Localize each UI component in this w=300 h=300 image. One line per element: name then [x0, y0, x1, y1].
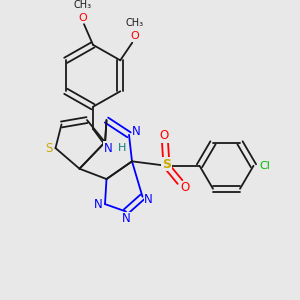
Text: O: O: [159, 129, 168, 142]
Text: N: N: [144, 193, 153, 206]
Text: N: N: [122, 212, 130, 225]
Text: O: O: [181, 182, 190, 194]
Text: Cl: Cl: [260, 161, 270, 171]
Text: S: S: [162, 158, 171, 171]
Text: N: N: [103, 142, 112, 154]
Text: O: O: [130, 31, 139, 41]
Text: CH₃: CH₃: [126, 18, 144, 28]
Text: O: O: [78, 13, 87, 23]
Text: N: N: [94, 198, 103, 211]
Text: CH₃: CH₃: [74, 0, 92, 10]
Text: H: H: [118, 143, 126, 153]
Text: N: N: [132, 125, 141, 138]
Text: S: S: [45, 142, 52, 154]
